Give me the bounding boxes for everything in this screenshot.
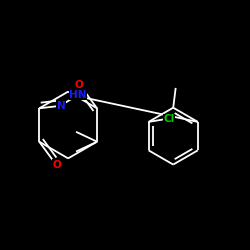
- Text: O: O: [53, 160, 62, 170]
- Text: Cl: Cl: [163, 114, 174, 124]
- Text: O: O: [74, 80, 83, 90]
- Text: HN: HN: [69, 90, 86, 100]
- Text: N: N: [57, 101, 66, 111]
